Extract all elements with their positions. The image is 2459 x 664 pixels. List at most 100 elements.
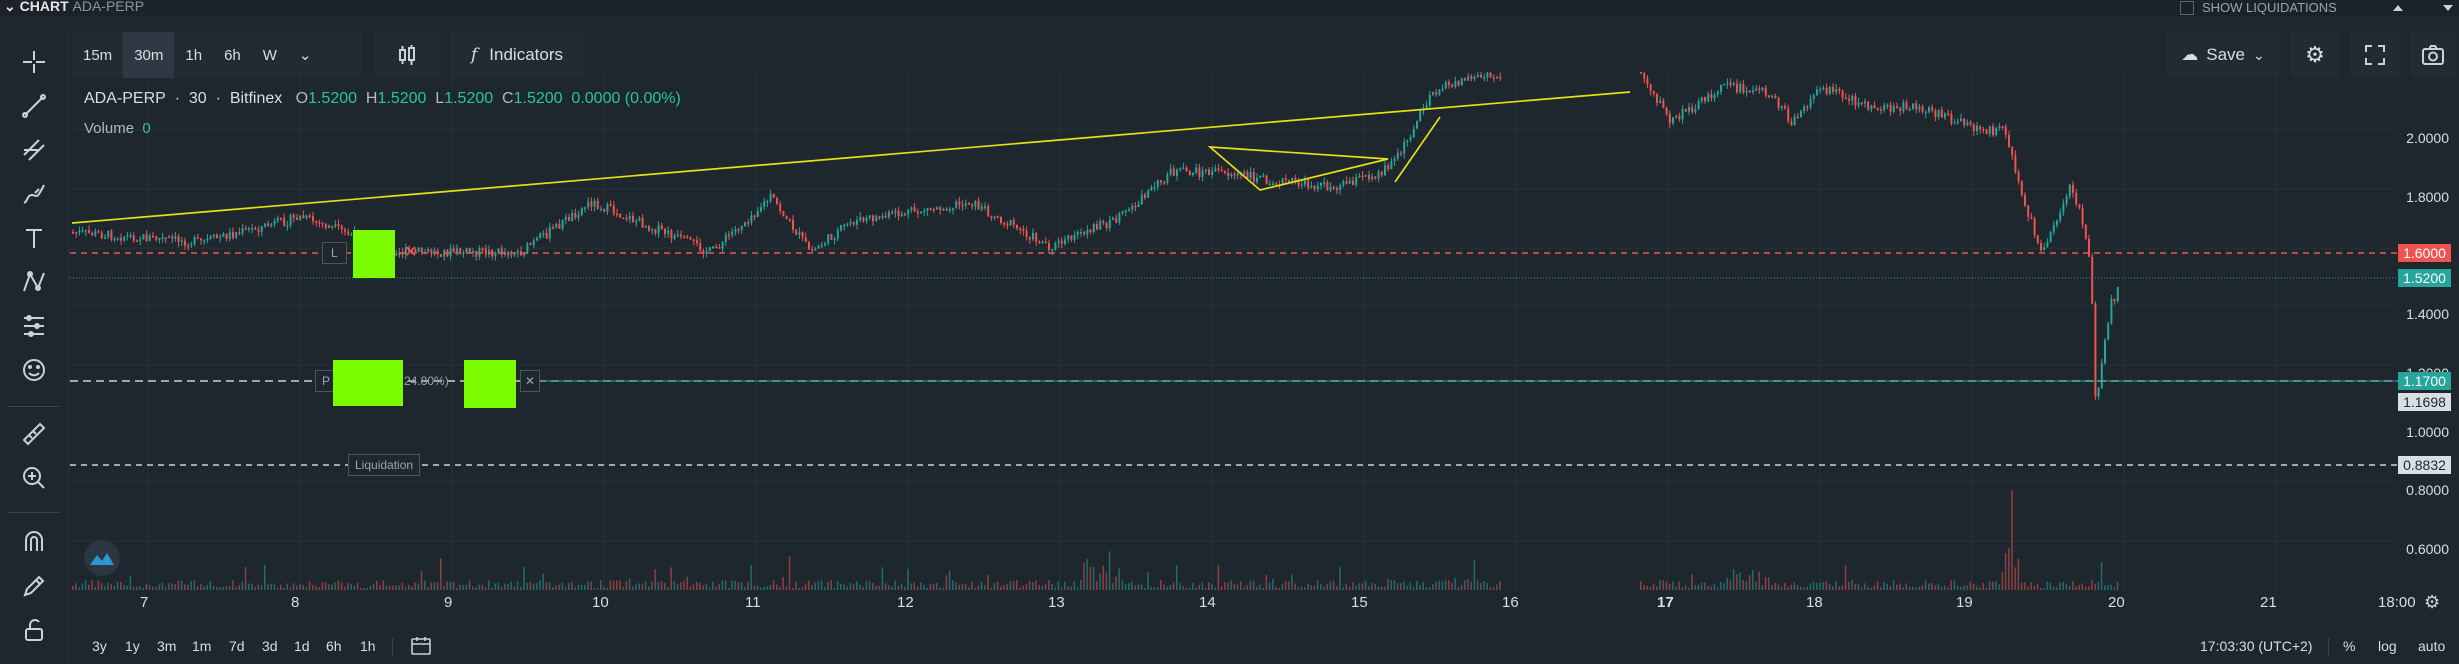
- candle-body: [1870, 105, 1873, 110]
- text-icon[interactable]: [14, 220, 54, 256]
- volume-bar: [232, 580, 234, 590]
- candle-body: [433, 250, 436, 254]
- candle-body: [494, 252, 497, 257]
- candle-body: [216, 234, 218, 239]
- trend-line-icon[interactable]: [14, 88, 54, 124]
- candle-body: [683, 236, 686, 238]
- gear-icon[interactable]: ⚙: [2424, 592, 2441, 612]
- candle-body: [2072, 184, 2074, 193]
- percent-toggle[interactable]: %: [2343, 638, 2356, 654]
- timeframe-6h[interactable]: 6h: [224, 46, 241, 64]
- candle-body: [1908, 109, 1911, 111]
- chart-title[interactable]: ⌄ CHART ADA-PERP: [4, 0, 145, 14]
- crosshair-icon[interactable]: [14, 44, 54, 80]
- log-toggle[interactable]: log: [2378, 638, 2397, 654]
- range-1d[interactable]: 1d: [294, 638, 310, 654]
- volume-bar: [1496, 584, 1498, 590]
- time-axis[interactable]: 7 8 9 10 11 12 13 14 15 16 17 18 19 20 2…: [140, 594, 2416, 611]
- timeframe-30m[interactable]: 30m: [123, 32, 175, 78]
- volume-bar: [1403, 581, 1405, 590]
- volume-bar: [1217, 564, 1220, 590]
- timeframe-w[interactable]: W: [262, 46, 277, 64]
- candle-body: [635, 221, 638, 223]
- range-1y[interactable]: 1y: [125, 638, 140, 654]
- candle-body: [116, 238, 119, 240]
- range-1m[interactable]: 1m: [192, 638, 212, 654]
- candle-body: [2040, 243, 2042, 251]
- fullscreen-button[interactable]: [2350, 32, 2400, 78]
- price-chart[interactable]: [70, 72, 2398, 590]
- timeframe-1h[interactable]: 1h: [185, 46, 203, 64]
- candle-body: [820, 245, 823, 247]
- settings-button[interactable]: ⚙: [2290, 32, 2340, 78]
- range-7d[interactable]: 7d: [229, 638, 245, 654]
- chevron-down-icon[interactable]: ⌄: [298, 47, 312, 64]
- candle-type-button[interactable]: [374, 32, 440, 78]
- volume-bar: [948, 570, 951, 590]
- clock-time[interactable]: 17:03:30 (UTC+2): [2200, 638, 2313, 654]
- position-label[interactable]: P: [315, 370, 338, 392]
- candle-body: [1467, 76, 1470, 81]
- ruler-icon[interactable]: [14, 416, 54, 452]
- volume-bar: [1262, 587, 1264, 590]
- candle-body: [1192, 173, 1194, 175]
- candle-body: [1860, 102, 1863, 105]
- save-button[interactable]: ☁ Save ⌄: [2166, 32, 2280, 78]
- arrow-down-icon[interactable]: [2442, 4, 2453, 11]
- candle-body: [984, 206, 986, 208]
- brush-icon[interactable]: [14, 176, 54, 212]
- candle-body: [468, 248, 471, 253]
- candle-body: [148, 235, 151, 242]
- arrow-up-icon[interactable]: [2392, 4, 2403, 11]
- candle-body: [408, 247, 410, 252]
- calendar-icon[interactable]: [410, 636, 432, 661]
- candle-body: [708, 247, 711, 251]
- order-label[interactable]: L: [322, 242, 347, 264]
- indicators-button[interactable]: f Indicators: [450, 32, 584, 78]
- timeframe-15m[interactable]: 15m: [83, 46, 113, 64]
- range-3y[interactable]: 3y: [92, 638, 107, 654]
- candle-body: [152, 235, 154, 238]
- candle-body: [475, 251, 478, 257]
- smiley-icon[interactable]: [14, 352, 54, 388]
- pattern-icon[interactable]: [14, 264, 54, 300]
- candle-body: [948, 208, 951, 211]
- logo-icon[interactable]: [84, 540, 120, 576]
- auto-toggle[interactable]: auto: [2418, 638, 2446, 654]
- zoom-in-icon[interactable]: [14, 460, 54, 496]
- volume-bar: [1931, 582, 1933, 590]
- function-icon: f: [471, 45, 478, 65]
- parallel-channel-icon[interactable]: [14, 132, 54, 168]
- volume-bar: [753, 585, 756, 590]
- magnet-icon[interactable]: [14, 524, 54, 560]
- close-icon[interactable]: ✕: [520, 370, 541, 392]
- close-icon[interactable]: ✕: [404, 244, 418, 261]
- candle-body: [1752, 90, 1754, 93]
- range-3m[interactable]: 3m: [157, 638, 177, 654]
- candle-body: [1934, 110, 1937, 117]
- candle-body: [1172, 168, 1175, 176]
- volume-bar: [1784, 583, 1786, 590]
- fib-icon[interactable]: [14, 308, 54, 344]
- range-1h[interactable]: 1h: [360, 638, 376, 654]
- candle-body: [961, 204, 964, 207]
- screenshot-button[interactable]: [2410, 32, 2456, 78]
- checkbox-icon[interactable]: [2180, 0, 2194, 15]
- candle-body: [788, 219, 791, 221]
- lock-icon[interactable]: [14, 612, 54, 648]
- range-6h[interactable]: 6h: [326, 638, 342, 654]
- show-liquidations-toggle[interactable]: SHOW LIQUIDATIONS: [2180, 0, 2453, 15]
- candle-body: [1489, 72, 1492, 78]
- range-3d[interactable]: 3d: [262, 638, 278, 654]
- volume-bar: [449, 581, 452, 590]
- candle-body: [619, 213, 622, 218]
- candle-body: [1659, 100, 1662, 103]
- trend-lines[interactable]: [71, 91, 1631, 224]
- volume-bar: [756, 585, 759, 590]
- volume-bar: [1764, 576, 1767, 590]
- volume-bar: [622, 586, 624, 590]
- volume-bar: [1112, 582, 1114, 590]
- volume-bar: [763, 586, 765, 590]
- pencil-lock-icon[interactable]: [14, 568, 54, 604]
